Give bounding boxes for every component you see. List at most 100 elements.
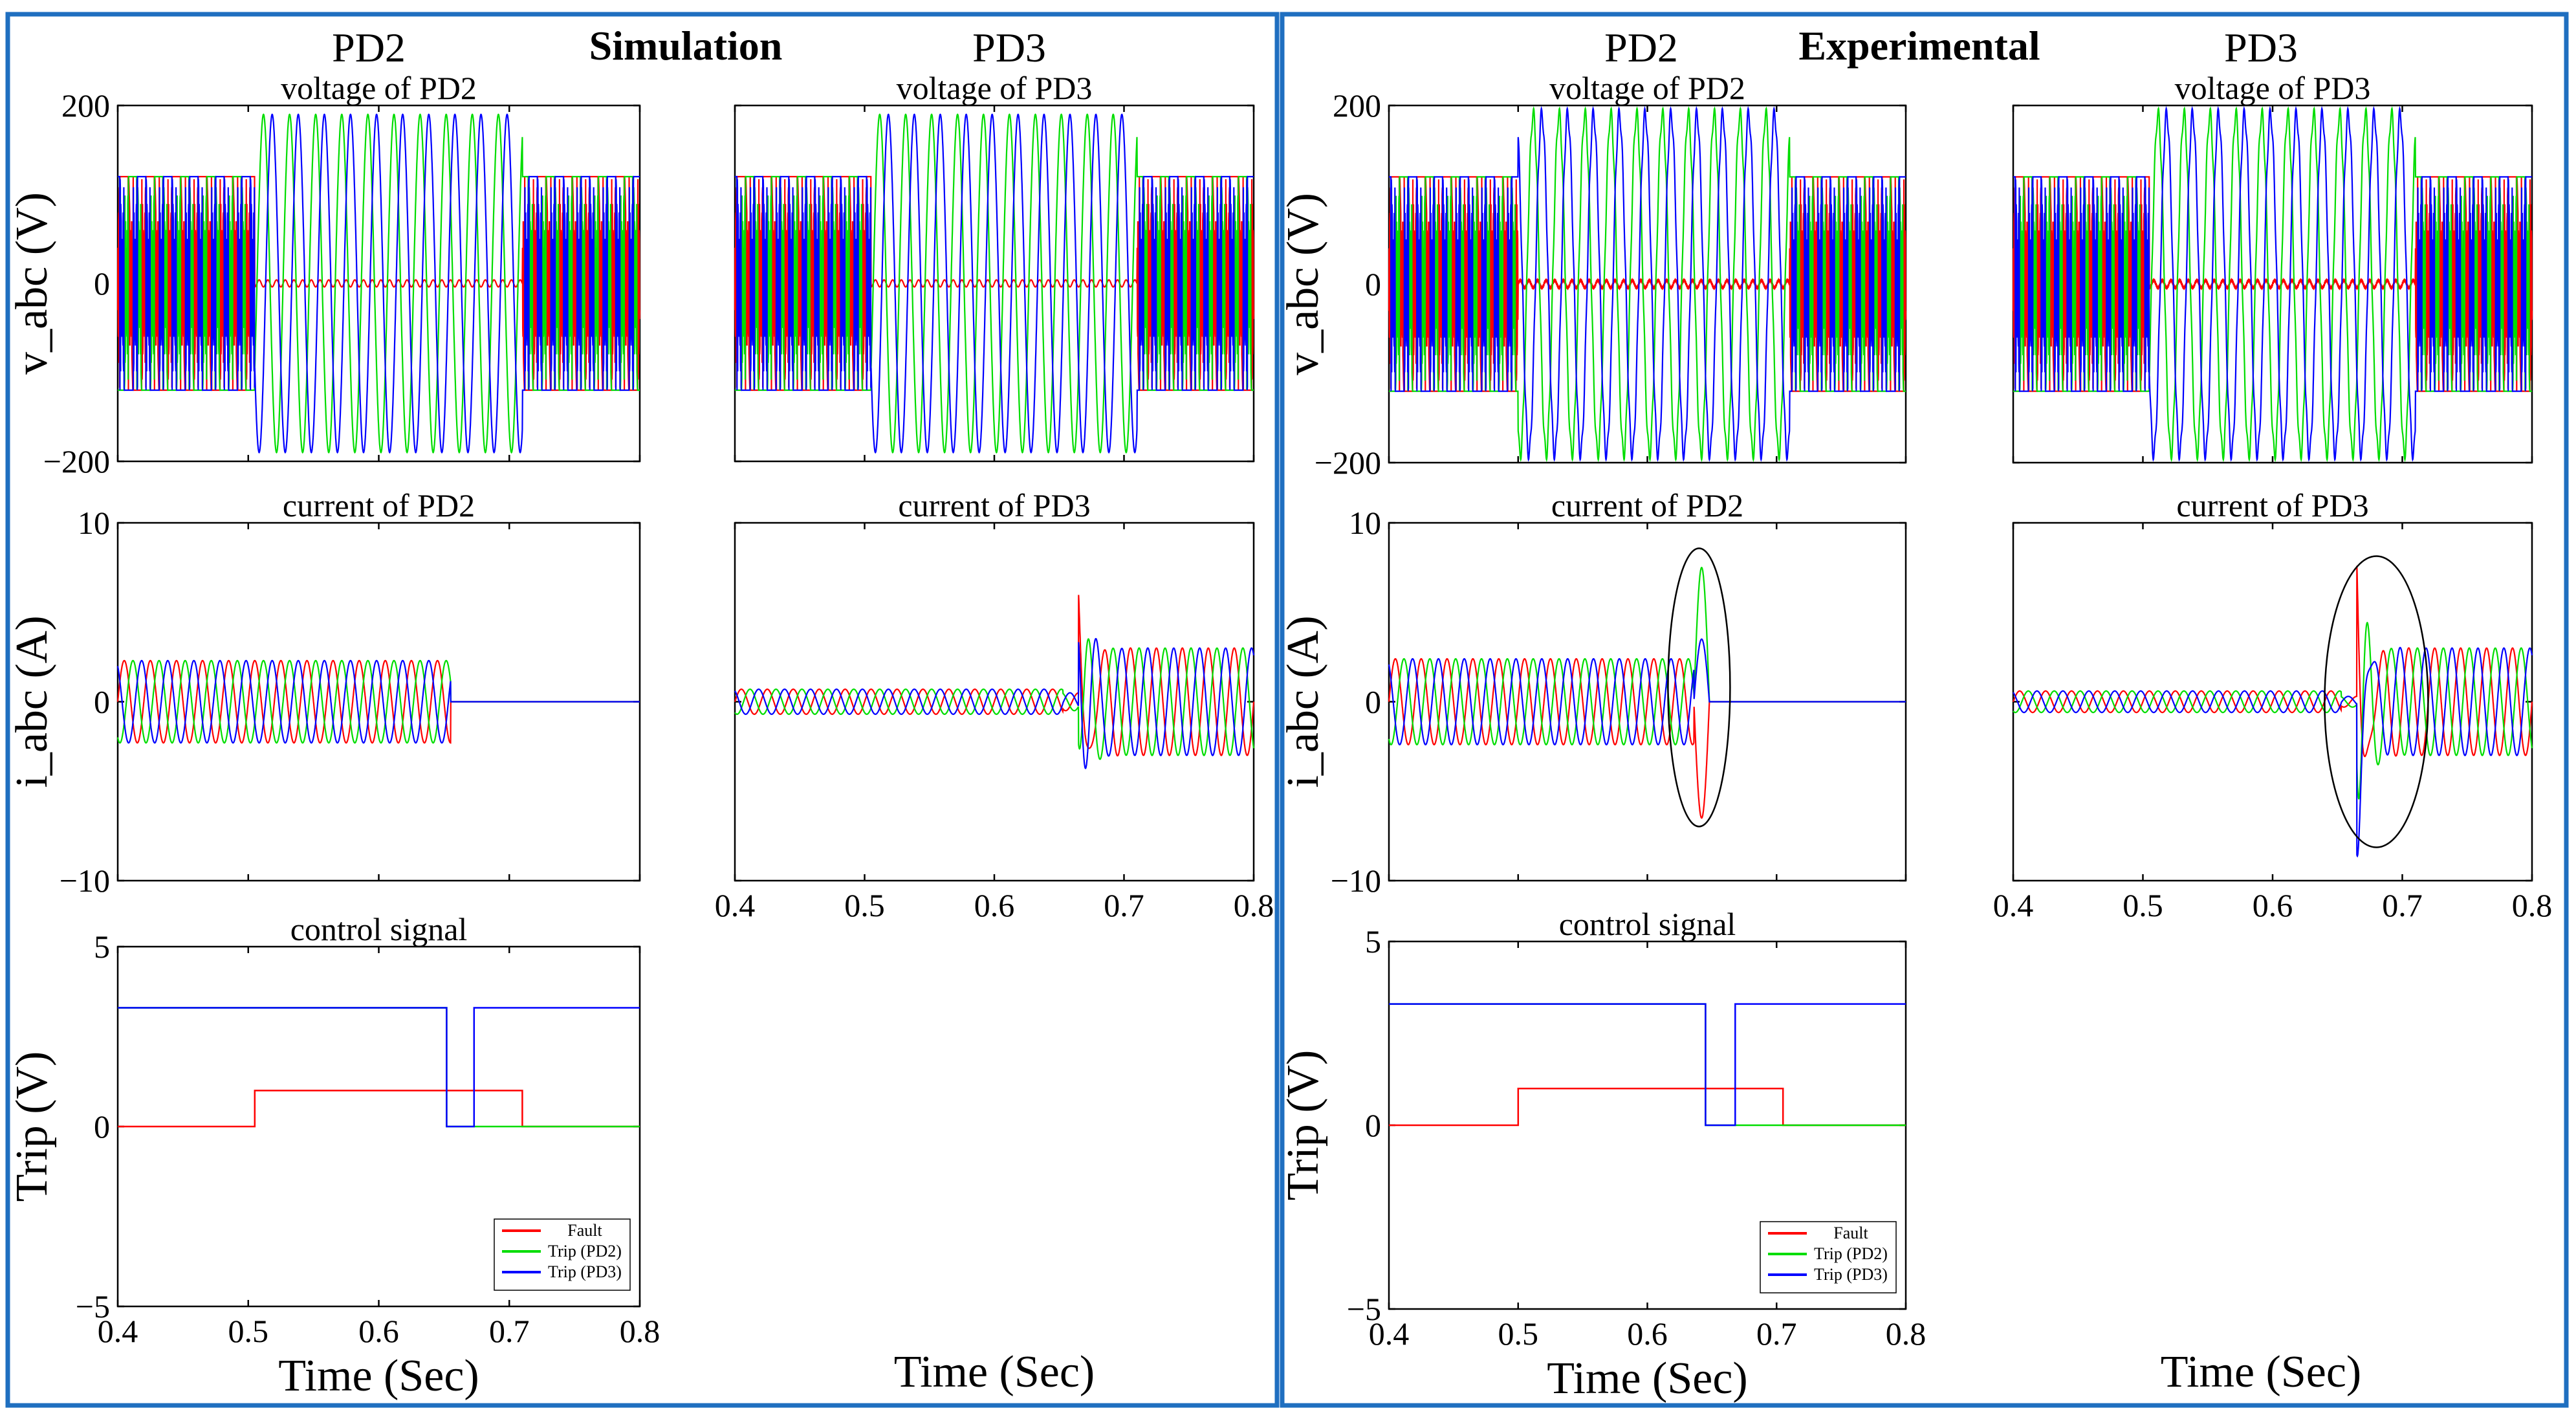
sim-pd3-header: PD3 [972,25,1046,71]
x-tick-label: 0.6 [358,1313,399,1349]
x-tick-label: 0.4 [98,1313,138,1349]
sim_ctrl-title: control signal [290,911,468,947]
x-tick-label: 0.5 [2123,887,2163,923]
y-axis-label: Trip (V) [1278,1050,1328,1201]
exp_v_pd2-panel: voltage of PD2 200 0 −200 v_abc (V) [1278,70,1907,481]
y-tick-label: 0 [94,265,110,302]
x-tick-label: 0.6 [1627,1315,1668,1352]
exp_v_pd3-panel: voltage of PD3 [2012,70,2533,464]
x-tick-label: 0.7 [1756,1315,1797,1352]
y-tick-label: −5 [1347,1291,1381,1327]
sim-section-label: Simulation [589,23,783,69]
legend-item: Trip (PD3) [1814,1265,1888,1284]
sim_v_pd3-title: voltage of PD3 [897,70,1093,106]
y-tick-label: 0 [1365,266,1381,302]
sim_v_pd3-phase-c [735,113,1254,454]
legend-item: Trip (PD3) [548,1262,622,1281]
x-axis-label: Time (Sec) [1547,1354,1747,1403]
y-tick-label: 10 [78,505,110,541]
y-tick-label: 0 [1365,684,1381,720]
y-tick-label: −5 [76,1288,110,1325]
y-tick-label: 200 [61,87,110,124]
sim_ctrl-panel: control signal 0.4 0.5 0.6 0.7 0.8 5 0 −5 Fault Tr… [7,911,660,1401]
exp_v_pd3-phase-b [2013,106,2532,463]
exp_v_pd2-title: voltage of PD2 [1549,70,1745,106]
x-axis-label: Time (Sec) [894,1347,1095,1397]
legend-item: Trip (PD2) [1814,1244,1888,1263]
highlight-ellipse [1667,547,1731,828]
sim_v_pd2-phase-a [116,175,641,391]
legend-item: Fault [1833,1224,1868,1242]
exp_v_pd2-phase-b [1389,106,1906,463]
x-tick-label: 0.4 [715,887,756,923]
exp_ctrl-panel: control signal 0.4 0.5 0.6 0.7 0.8 5 0 −5 Fault Tr… [1278,906,1926,1403]
x-tick-label: 0.8 [2512,887,2553,923]
sim_i_pd2-ylabel: i_abc (A) [7,615,57,787]
x-tick-label: 0.6 [2253,887,2293,923]
x-tick-label: 0.8 [1886,1315,1927,1352]
y-axis-label: i_abc (A) [1278,615,1328,787]
x-tick-label: 0.5 [228,1313,269,1349]
exp_i_pd3-title: current of PD3 [2176,487,2368,523]
sim_i_pd2-panel: current of PD2 10 0 −10 i_abc (A) [7,487,641,899]
y-tick-label: 0 [94,1108,110,1145]
x-tick-label: 0.5 [1498,1315,1539,1352]
y-tick-label: 5 [1365,923,1381,960]
x-tick-label: 0.6 [974,887,1015,923]
sim_ctrl-ylabel: Trip (V) [7,1051,57,1202]
x-tick-label: 0.7 [2382,887,2423,923]
exp_i_pd2-title: current of PD2 [1551,487,1743,523]
y-tick-label: 0 [1365,1107,1381,1143]
exp_i_pd2-ylabel: i_abc (A) [1278,615,1328,787]
x-tick-label: 0.8 [620,1313,660,1349]
sim_ctrl-series-2 [118,1007,640,1128]
exp-pd2-header: PD2 [1604,25,1678,71]
exp-section-label: Experimental [1798,23,2040,69]
sim_v_pd2-ylabel: v_abc (V) [7,192,57,375]
sim_i_pd3-panel: current of PD3 0.4 0.5 0.6 0.7 0.8 [715,487,1274,923]
x-tick-label: 0.8 [1234,887,1274,923]
y-tick-label: 10 [1349,505,1381,541]
exp_v_pd3-phase-c [2013,105,2532,462]
y-axis-label: v_abc (V) [1278,193,1328,375]
exp_ctrl-ylabel: Trip (V) [1278,1050,1328,1201]
y-tick-label: −200 [43,443,110,479]
exp_i_pd2-phase-c [1388,638,1906,746]
y-axis-label: v_abc (V) [7,192,57,375]
exp_ctrl-series-2 [1389,1003,1906,1127]
exp_v_pd2-phase-a [1388,176,1907,392]
exp_i_pd3-phase-c [2013,646,2533,858]
sim_i_pd2-phase-c [116,659,640,744]
exp_i_pd3-panel: current of PD3 0.4 0.5 0.6 0.7 0.8 [1993,487,2553,923]
highlight-ellipse [2324,555,2429,848]
exp_i_pd2-panel: current of PD2 10 0 −10 i_abc (A) [1278,487,1907,899]
exp_i_pd3-phase-b [2013,621,2533,800]
exp_ctrl-title: control signal [1559,906,1736,942]
x-tick-label: 0.4 [1369,1315,1410,1352]
y-tick-label: −10 [60,863,110,899]
y-tick-label: 5 [94,929,110,965]
sim_v_pd2-title: voltage of PD2 [281,70,477,106]
sim_i_pd3-phase-b [734,638,1255,760]
y-axis-label: Trip (V) [7,1051,57,1202]
legend-item: Trip (PD2) [548,1242,622,1260]
sim_v_pd2-phase-b [118,113,640,454]
y-tick-label: 0 [94,684,110,720]
x-tick-label: 0.7 [1104,887,1144,923]
x-tick-label: 0.7 [489,1313,530,1349]
exp_v_pd3-title: voltage of PD3 [2175,70,2371,106]
y-tick-label: −10 [1331,863,1381,899]
exp_v_pd2-ylabel: v_abc (V) [1278,193,1328,375]
sim_v_pd3-panel: voltage of PD3 [734,70,1255,463]
sim-pd2-header: PD2 [332,25,406,71]
sim_v_pd2-phase-c [118,113,640,454]
y-axis-label: i_abc (A) [7,615,57,787]
simulation-frame [5,12,1280,1408]
y-tick-label: −200 [1315,445,1381,481]
exp-pd3-header: PD3 [2224,25,2298,71]
x-axis-label: Time (Sec) [278,1351,479,1401]
exp_i_pd3-phase-a [2012,566,2533,758]
exp_v_pd2-phase-c [1389,105,1906,462]
